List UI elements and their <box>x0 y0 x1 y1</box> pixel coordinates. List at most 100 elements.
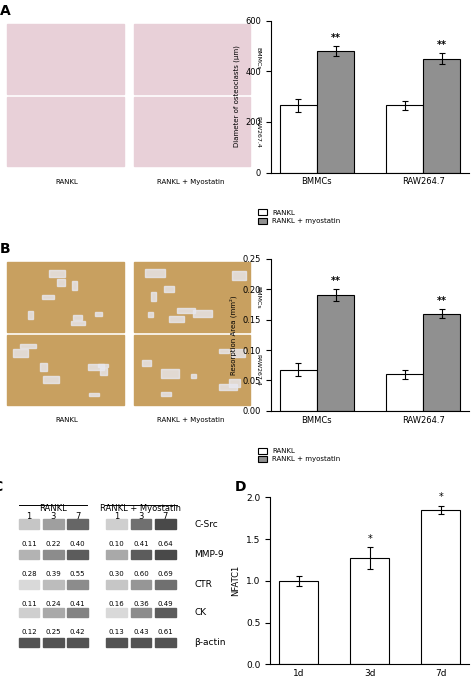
Text: C: C <box>0 480 3 494</box>
Bar <box>67 519 88 529</box>
Bar <box>131 580 151 589</box>
Bar <box>19 608 39 617</box>
Text: BMMCs: BMMCs <box>255 47 260 70</box>
Text: RAW267.4: RAW267.4 <box>255 354 260 386</box>
Legend: RANKL, RANKL + myostatin: RANKL, RANKL + myostatin <box>258 448 340 462</box>
Bar <box>7 23 124 93</box>
Bar <box>155 519 176 529</box>
Text: 7: 7 <box>163 512 168 521</box>
Bar <box>145 269 164 277</box>
Bar <box>191 374 196 377</box>
Text: 0.64: 0.64 <box>157 540 173 547</box>
Bar <box>162 392 171 396</box>
Text: C-Src: C-Src <box>194 519 219 529</box>
Text: CK: CK <box>194 608 207 617</box>
Bar <box>219 349 228 353</box>
Bar <box>42 295 54 299</box>
Text: 0.49: 0.49 <box>157 601 173 607</box>
Bar <box>386 105 423 173</box>
Bar <box>72 281 77 290</box>
Text: 0.39: 0.39 <box>46 571 61 577</box>
Text: 0.61: 0.61 <box>157 630 173 636</box>
Text: RANKL + Myostatin: RANKL + Myostatin <box>157 417 225 423</box>
Bar <box>350 558 389 664</box>
Text: 0.41: 0.41 <box>133 540 149 547</box>
Y-axis label: NFATC1: NFATC1 <box>231 565 240 597</box>
Bar <box>19 549 39 559</box>
Text: 0.55: 0.55 <box>70 571 85 577</box>
Bar <box>43 519 64 529</box>
Text: 0.10: 0.10 <box>109 540 125 547</box>
Text: *: * <box>367 534 372 544</box>
Bar <box>67 580 88 589</box>
Bar <box>27 311 34 319</box>
Text: MMP-9: MMP-9 <box>194 549 224 558</box>
Bar <box>169 316 184 322</box>
Bar <box>164 286 174 292</box>
Text: 0.24: 0.24 <box>46 601 61 607</box>
Bar <box>106 608 127 617</box>
Bar <box>73 314 82 320</box>
Text: 1: 1 <box>114 512 119 521</box>
Bar <box>67 608 88 617</box>
Bar <box>147 312 153 317</box>
Text: 7: 7 <box>75 512 81 521</box>
Bar <box>386 375 423 411</box>
Bar <box>67 638 88 647</box>
Text: 0.12: 0.12 <box>21 630 37 636</box>
Bar <box>13 349 28 357</box>
Text: 3: 3 <box>138 512 144 521</box>
Text: 0.42: 0.42 <box>70 630 85 636</box>
Bar <box>142 360 152 366</box>
Bar <box>89 393 99 397</box>
Text: **: ** <box>437 296 447 306</box>
Bar <box>57 279 65 286</box>
Bar <box>232 271 246 279</box>
Text: 0.25: 0.25 <box>46 630 61 636</box>
Text: 0.60: 0.60 <box>133 571 149 577</box>
Y-axis label: Resorption Area (mm²): Resorption Area (mm²) <box>229 295 237 375</box>
Bar <box>219 384 237 390</box>
Text: **: ** <box>437 40 447 51</box>
Bar <box>317 295 354 411</box>
Bar <box>7 262 124 332</box>
Y-axis label: Diameter of osteoclasts (μm): Diameter of osteoclasts (μm) <box>233 46 239 147</box>
Text: B: B <box>0 242 10 256</box>
Bar <box>131 549 151 559</box>
Text: RANKL: RANKL <box>55 417 78 423</box>
Bar <box>106 549 127 559</box>
Bar <box>155 608 176 617</box>
Bar <box>155 580 176 589</box>
Legend: RANKL, RANKL + myostatin: RANKL, RANKL + myostatin <box>258 210 340 224</box>
Bar <box>43 580 64 589</box>
Bar <box>131 608 151 617</box>
Bar <box>71 321 85 325</box>
Text: 1: 1 <box>27 512 32 521</box>
Text: **: ** <box>330 33 340 43</box>
Text: RANKL + Myostatin: RANKL + Myostatin <box>100 504 182 513</box>
Bar <box>88 364 104 371</box>
Text: 0.11: 0.11 <box>21 601 37 607</box>
Bar <box>177 308 195 313</box>
Bar <box>151 292 156 301</box>
Bar <box>98 364 108 367</box>
Text: RANKL: RANKL <box>39 504 67 513</box>
Bar <box>161 369 179 377</box>
Text: BMMCs: BMMCs <box>255 286 260 308</box>
Bar <box>280 369 317 411</box>
Bar <box>134 97 250 166</box>
Text: 0.16: 0.16 <box>109 601 125 607</box>
Text: 0.30: 0.30 <box>109 571 125 577</box>
Text: **: ** <box>330 276 340 286</box>
Bar <box>421 510 460 664</box>
Bar <box>155 549 176 559</box>
Bar <box>131 638 151 647</box>
Text: RAW267.4: RAW267.4 <box>255 116 260 147</box>
Text: 0.36: 0.36 <box>133 601 149 607</box>
Bar <box>229 379 240 387</box>
Bar <box>134 23 250 93</box>
Bar <box>19 580 39 589</box>
Bar <box>317 51 354 173</box>
Text: 0.43: 0.43 <box>133 630 149 636</box>
Bar <box>43 608 64 617</box>
